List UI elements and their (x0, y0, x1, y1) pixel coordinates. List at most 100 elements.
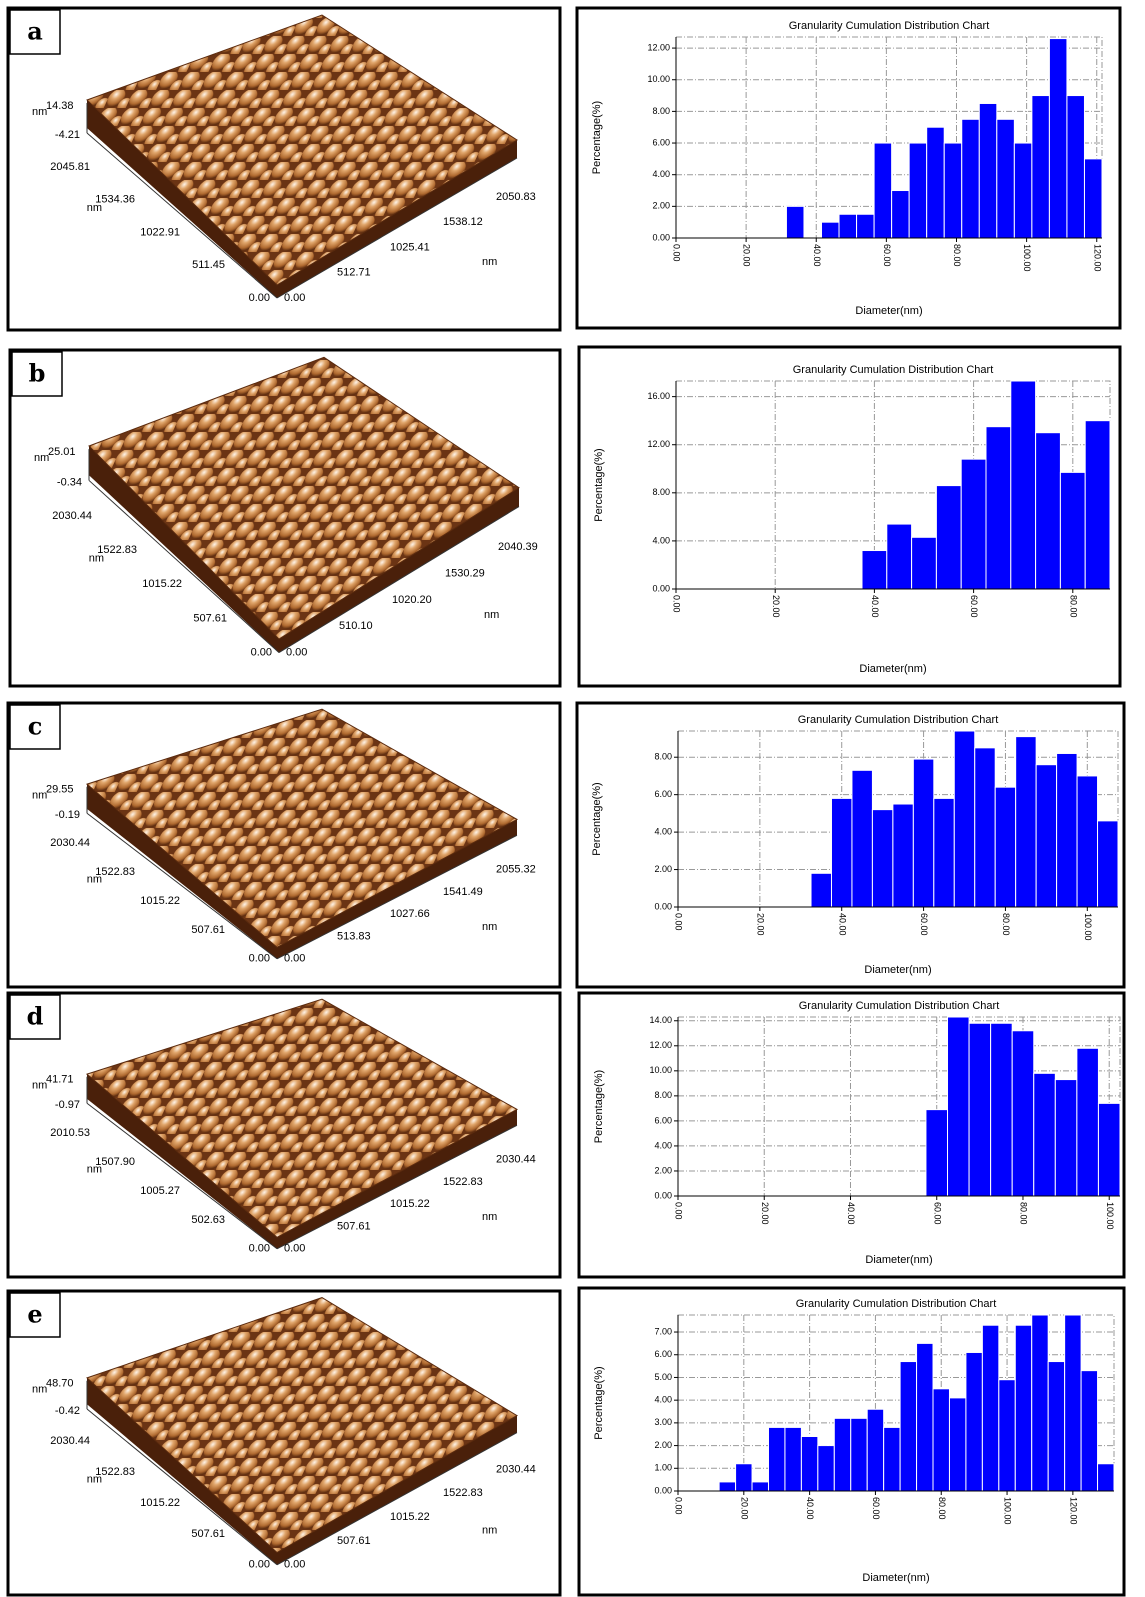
x-tick-label: 510.10 (339, 620, 373, 632)
x-unit: nm (482, 256, 497, 268)
x-axis-label: Diameter(nm) (859, 663, 926, 675)
y-tick-label: 14.00 (649, 1015, 672, 1025)
x-tick-label: 1015.22 (390, 1511, 430, 1523)
z-unit: nm (32, 1383, 47, 1395)
y-axis-label: Percentage(%) (593, 1070, 605, 1143)
bar (1032, 96, 1050, 238)
y-tick-label: 507.61 (193, 612, 227, 624)
y-tick-label: 0.00 (249, 1243, 270, 1255)
bar (1016, 737, 1036, 907)
bar (893, 804, 913, 907)
y-tick-label: 4.00 (652, 169, 670, 179)
bar (1081, 1371, 1097, 1491)
y-tick-label: 507.61 (191, 924, 225, 936)
bar (986, 427, 1011, 589)
panel-label: e (27, 1300, 42, 1329)
x-tick-label: 1538.12 (443, 216, 483, 228)
x-tick-label: 60.00 (969, 595, 979, 618)
x-tick-label: 513.83 (337, 930, 371, 942)
y-tick-label: 6.00 (654, 789, 672, 799)
x-tick-label: 1530.29 (445, 567, 485, 579)
y-tick-label: 0.00 (652, 232, 670, 242)
bar (1048, 1362, 1064, 1491)
x-tick-label: 2030.44 (496, 1154, 536, 1166)
z-min: -0.19 (55, 809, 80, 821)
bar (1098, 821, 1118, 907)
bar (1067, 96, 1085, 238)
x-tick-label: 1522.83 (443, 1176, 483, 1188)
bar (884, 1427, 900, 1491)
x-axis-label: Diameter(nm) (855, 305, 922, 317)
bar (834, 1418, 850, 1491)
bar (719, 1482, 735, 1491)
y-unit: nm (87, 1474, 102, 1486)
y-unit: nm (89, 553, 104, 565)
y-tick-label: 2.00 (654, 1440, 672, 1450)
y-tick-label: 1.00 (654, 1463, 672, 1473)
x-tick-label: 100.00 (1022, 244, 1032, 272)
x-tick-label: 1027.66 (390, 908, 430, 920)
bar (969, 1023, 991, 1196)
bar (917, 1343, 933, 1491)
bar (1036, 433, 1061, 589)
bar (900, 1362, 916, 1491)
z-min: -0.42 (55, 1405, 80, 1417)
bar (811, 873, 831, 907)
panel-label: d (27, 1002, 44, 1031)
y-unit: nm (87, 1163, 102, 1175)
bar (934, 798, 954, 907)
x-tick-label: 0.00 (674, 1202, 684, 1220)
bar (909, 143, 927, 238)
y-tick-label: 8.00 (654, 1090, 672, 1100)
x-tick-label: 80.00 (1019, 1202, 1029, 1225)
bar (1077, 1048, 1099, 1196)
bar (982, 1325, 998, 1491)
x-tick-label: 100.00 (1105, 1202, 1115, 1230)
bar (867, 1409, 883, 1491)
bar (927, 127, 945, 238)
bar (1011, 381, 1036, 589)
bar (801, 1436, 817, 1491)
bar (1055, 1080, 1077, 1196)
x-tick-label: 120.00 (1068, 1497, 1078, 1525)
z-max: 48.70 (46, 1377, 74, 1389)
y-tick-label: 2.00 (654, 864, 672, 874)
x-tick-label: 120.00 (1092, 244, 1102, 272)
y-tick-label: 4.00 (654, 826, 672, 836)
bar (961, 459, 986, 589)
x-tick-label: 0.00 (672, 595, 682, 613)
x-tick-label: 60.00 (871, 1497, 881, 1520)
panel-label: a (27, 17, 43, 46)
y-tick-label: 502.63 (191, 1214, 225, 1226)
x-tick-label: 0.00 (286, 647, 307, 659)
x-tick-label: 1522.83 (443, 1487, 483, 1499)
bar (785, 1427, 801, 1491)
x-tick-label: 60.00 (932, 1202, 942, 1225)
chart-title: Granularity Cumulation Distribution Char… (796, 1298, 997, 1310)
y-tick-label: 2045.81 (50, 161, 90, 173)
bar (839, 214, 857, 238)
y-tick-label: 1015.22 (140, 1497, 180, 1509)
y-tick-label: 12.00 (647, 439, 670, 449)
bar (1032, 1315, 1048, 1491)
y-tick-label: 511.45 (192, 259, 225, 271)
bar (997, 119, 1015, 238)
y-tick-label: 0.00 (251, 647, 272, 659)
z-unit: nm (32, 106, 47, 118)
x-unit: nm (482, 1211, 497, 1223)
bar (936, 486, 961, 589)
bar (991, 1023, 1013, 1196)
z-min: -0.97 (55, 1099, 80, 1111)
y-tick-label: 0.00 (654, 901, 672, 911)
x-tick-label: 20.00 (742, 244, 752, 267)
x-tick-label: 40.00 (812, 244, 822, 267)
bar (1098, 1464, 1114, 1491)
x-tick-label: 0.00 (284, 1559, 305, 1571)
figure: anm14.38-4.210.00511.451022.911534.36204… (0, 0, 1145, 1597)
chart-title: Granularity Cumulation Distribution Char… (793, 364, 994, 376)
y-tick-label: 10.00 (649, 1065, 672, 1075)
bar (887, 524, 912, 589)
y-unit: nm (87, 202, 102, 214)
y-tick-label: 3.00 (654, 1417, 672, 1427)
panel-label: c (28, 712, 43, 741)
